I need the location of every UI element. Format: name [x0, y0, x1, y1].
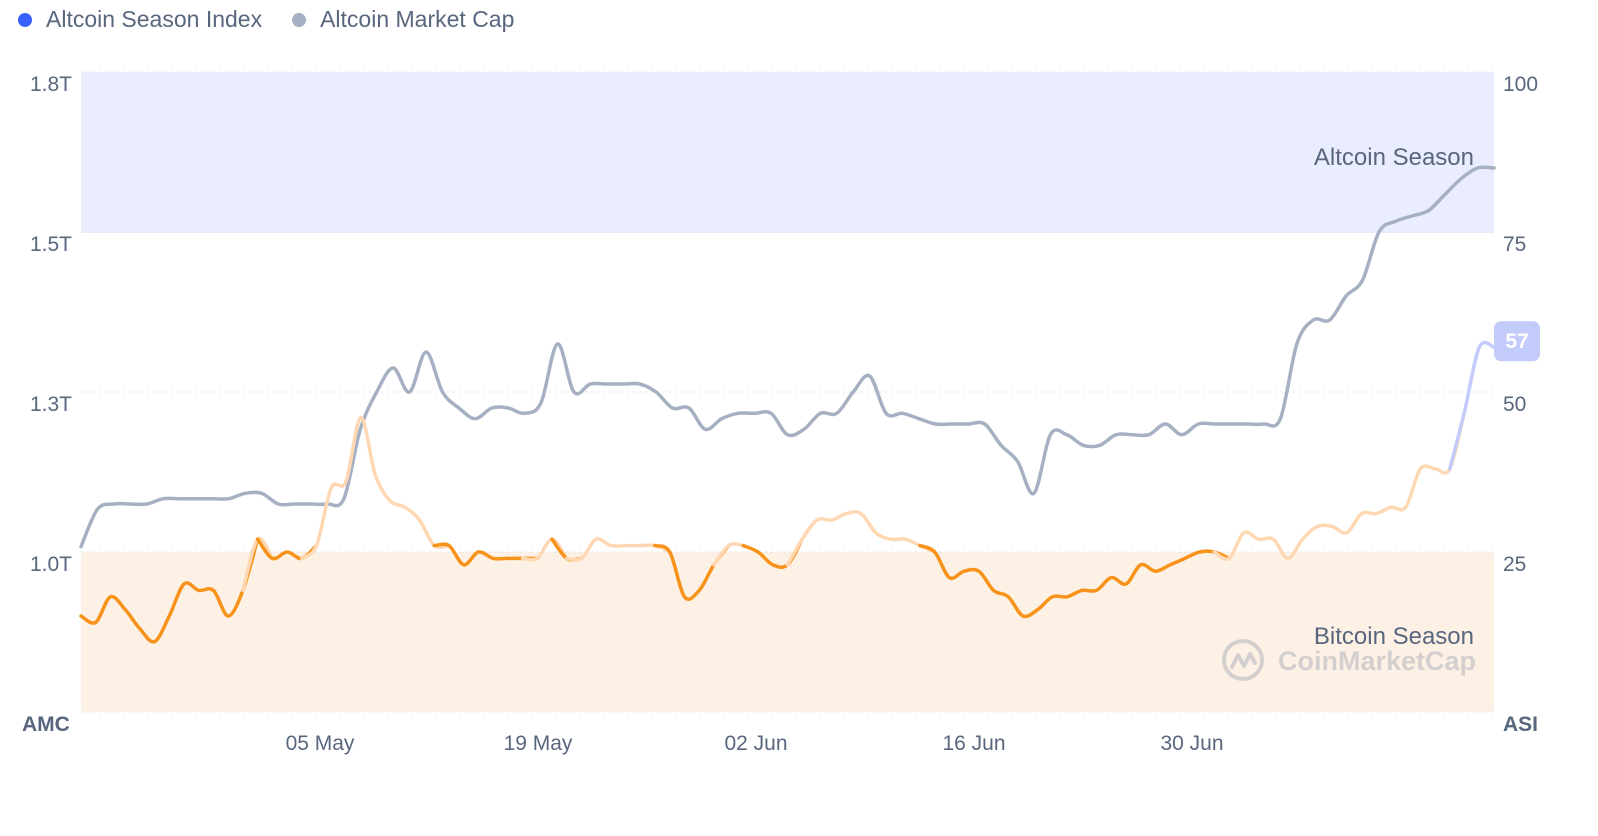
watermark-text: CoinMarketCap [1278, 646, 1476, 676]
left-axis-title: AMC [22, 713, 70, 736]
right-axis-tick-label: 100 [1503, 73, 1538, 96]
right-axis-title: ASI [1503, 713, 1538, 736]
right-axis-tick-label: 50 [1503, 393, 1526, 416]
legend-dot-altcoin-market-cap [292, 12, 307, 27]
x-axis-tick-label: 05 May [286, 732, 355, 755]
left-axis-tick-label: 1.8T [30, 73, 72, 96]
left-axis-tick-label: 1.0T [30, 553, 72, 576]
altcoin-season-index-segment [1212, 409, 1467, 561]
legend-dot-altcoin-season-index [18, 12, 32, 27]
x-axis-tick-label: 16 Jun [942, 732, 1005, 755]
altcoin-season-index-line[interactable] [79, 340, 1496, 644]
altcoin-season-index-segment [520, 537, 569, 562]
altcoin-season-index-segment [785, 510, 937, 567]
x-axis-tick-label: 19 May [504, 732, 573, 755]
coinmarketcap-logo-icon [1222, 639, 1264, 681]
altcoin-season-label: Altcoin Season [1314, 144, 1474, 171]
altcoin-season-index-segment [79, 537, 260, 644]
bitcoin-season-label: Bitcoin Season [1314, 623, 1474, 650]
x-axis: 05 May 19 May 02 Jun 16 Jun 30 Jun [286, 732, 1224, 755]
latest-value-badge: 57 [1494, 321, 1540, 362]
altcoin-season-index-segment [1448, 340, 1496, 471]
right-axis: 100 75 50 25 [1503, 73, 1538, 576]
x-axis-tick-label: 02 Jun [724, 732, 787, 755]
altcoin-season-index-segment [918, 543, 1231, 619]
grid-lines [81, 71, 1494, 713]
latest-value-badge-text: 57 [1505, 330, 1528, 353]
latest-value-badge-bg [1494, 321, 1540, 362]
legend-item-altcoin-market-cap[interactable]: Altcoin Market Cap [292, 6, 514, 33]
legend-label-altcoin-season-index: Altcoin Season Index [46, 6, 263, 32]
left-axis-tick-label: 1.5T [30, 233, 72, 256]
left-axis-tick-label: 1.3T [30, 393, 72, 416]
altcoin-market-cap-line[interactable] [79, 165, 1496, 549]
x-axis-tick-label: 30 Jun [1160, 732, 1223, 755]
legend-item-altcoin-season-index[interactable]: Altcoin Season Index [18, 6, 262, 33]
left-axis: 1.8T 1.5T 1.3T 1.0T [30, 73, 72, 576]
coinmarketcap-watermark: CoinMarketCap [1222, 639, 1476, 681]
right-axis-tick-label: 25 [1503, 553, 1526, 576]
chart-legend: Altcoin Season Index Altcoin Market Cap [18, 6, 514, 33]
altcoin-season-zone [81, 72, 1494, 233]
legend-label-altcoin-market-cap: Altcoin Market Cap [320, 6, 515, 32]
altcoin-season-index-segment [300, 415, 451, 561]
bitcoin-season-zone [81, 552, 1494, 712]
right-axis-tick-label: 75 [1503, 233, 1526, 256]
